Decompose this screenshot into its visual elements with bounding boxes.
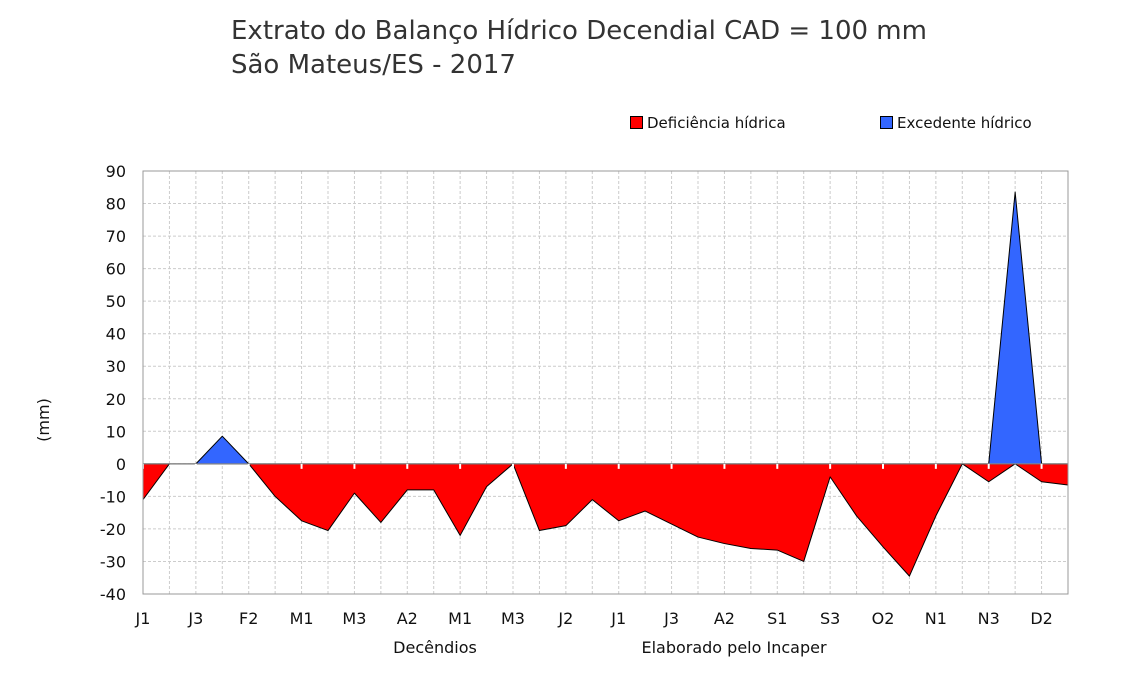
legend-label-deficit: Deficiência hídrica [647, 114, 786, 132]
y-tick-label: 20 [106, 390, 126, 409]
credit-label: Elaborado pelo Incaper [641, 638, 827, 657]
y-tick-label: 80 [106, 195, 126, 214]
y-tick-label: 90 [106, 162, 126, 181]
x-tick-label: F2 [239, 609, 258, 628]
legend-item-deficit: Deficiência hídrica [630, 114, 786, 132]
y-axis-ticks: -40 -30 -20 -10 0 10 20 30 40 50 60 70 80 90 [100, 162, 126, 604]
title-line-1: Extrato do Balanço Hídrico Decendial CAD… [231, 16, 927, 46]
y-tick-label: -20 [100, 520, 126, 539]
x-tick-label: J3 [663, 609, 679, 628]
y-tick-label: 60 [106, 260, 126, 279]
plot-areas [142, 191, 1069, 577]
title-line-2: São Mateus/ES - 2017 [231, 50, 516, 80]
x-tick-label: S3 [820, 609, 840, 628]
y-tick-label: 70 [106, 227, 126, 246]
x-tick-label: J2 [557, 609, 573, 628]
y-tick-label: 50 [106, 292, 126, 311]
x-tick-label: D2 [1030, 609, 1053, 628]
x-tick-label: J3 [187, 609, 203, 628]
x-tick-label: A2 [714, 609, 735, 628]
x-tick-label: J1 [135, 609, 151, 628]
x-tick-label: A2 [397, 609, 418, 628]
series-area-deficit [142, 463, 1069, 577]
y-axis-label: (mm) [34, 398, 53, 442]
legend-item-surplus: Excedente hídrico [880, 114, 1032, 132]
y-tick-label: 0 [116, 455, 126, 474]
legend-swatch-deficit [630, 116, 643, 129]
x-tick-label: N3 [978, 609, 1000, 628]
x-tick-label: O2 [872, 609, 895, 628]
legend-swatch-surplus [880, 116, 893, 129]
y-tick-label: -40 [100, 585, 126, 604]
x-tick-label: S1 [767, 609, 787, 628]
y-tick-label: 30 [106, 357, 126, 376]
x-tick-label: M1 [290, 609, 314, 628]
chart-title: Extrato do Balanço Hídrico Decendial CAD… [231, 14, 927, 82]
x-tick-label: M3 [342, 609, 366, 628]
y-tick-label: 40 [106, 325, 126, 344]
y-tick-label: -30 [100, 552, 126, 571]
x-axis-ticks: J1 J3 F2 M1 M3 A2 M1 M3 J2 J1 J3 A2 S1 S3 O2 N1 N3 D2 [135, 609, 1053, 628]
x-axis-label: Decêndios [393, 638, 477, 657]
y-tick-label: 10 [106, 422, 126, 441]
x-tick-label: N1 [925, 609, 947, 628]
x-tick-label: M1 [448, 609, 472, 628]
legend-label-surplus: Excedente hídrico [897, 114, 1032, 132]
plot-frame [142, 170, 1069, 595]
x-tick-label: J1 [610, 609, 626, 628]
y-tick-label: -10 [100, 487, 126, 506]
x-tick-label: M3 [501, 609, 525, 628]
